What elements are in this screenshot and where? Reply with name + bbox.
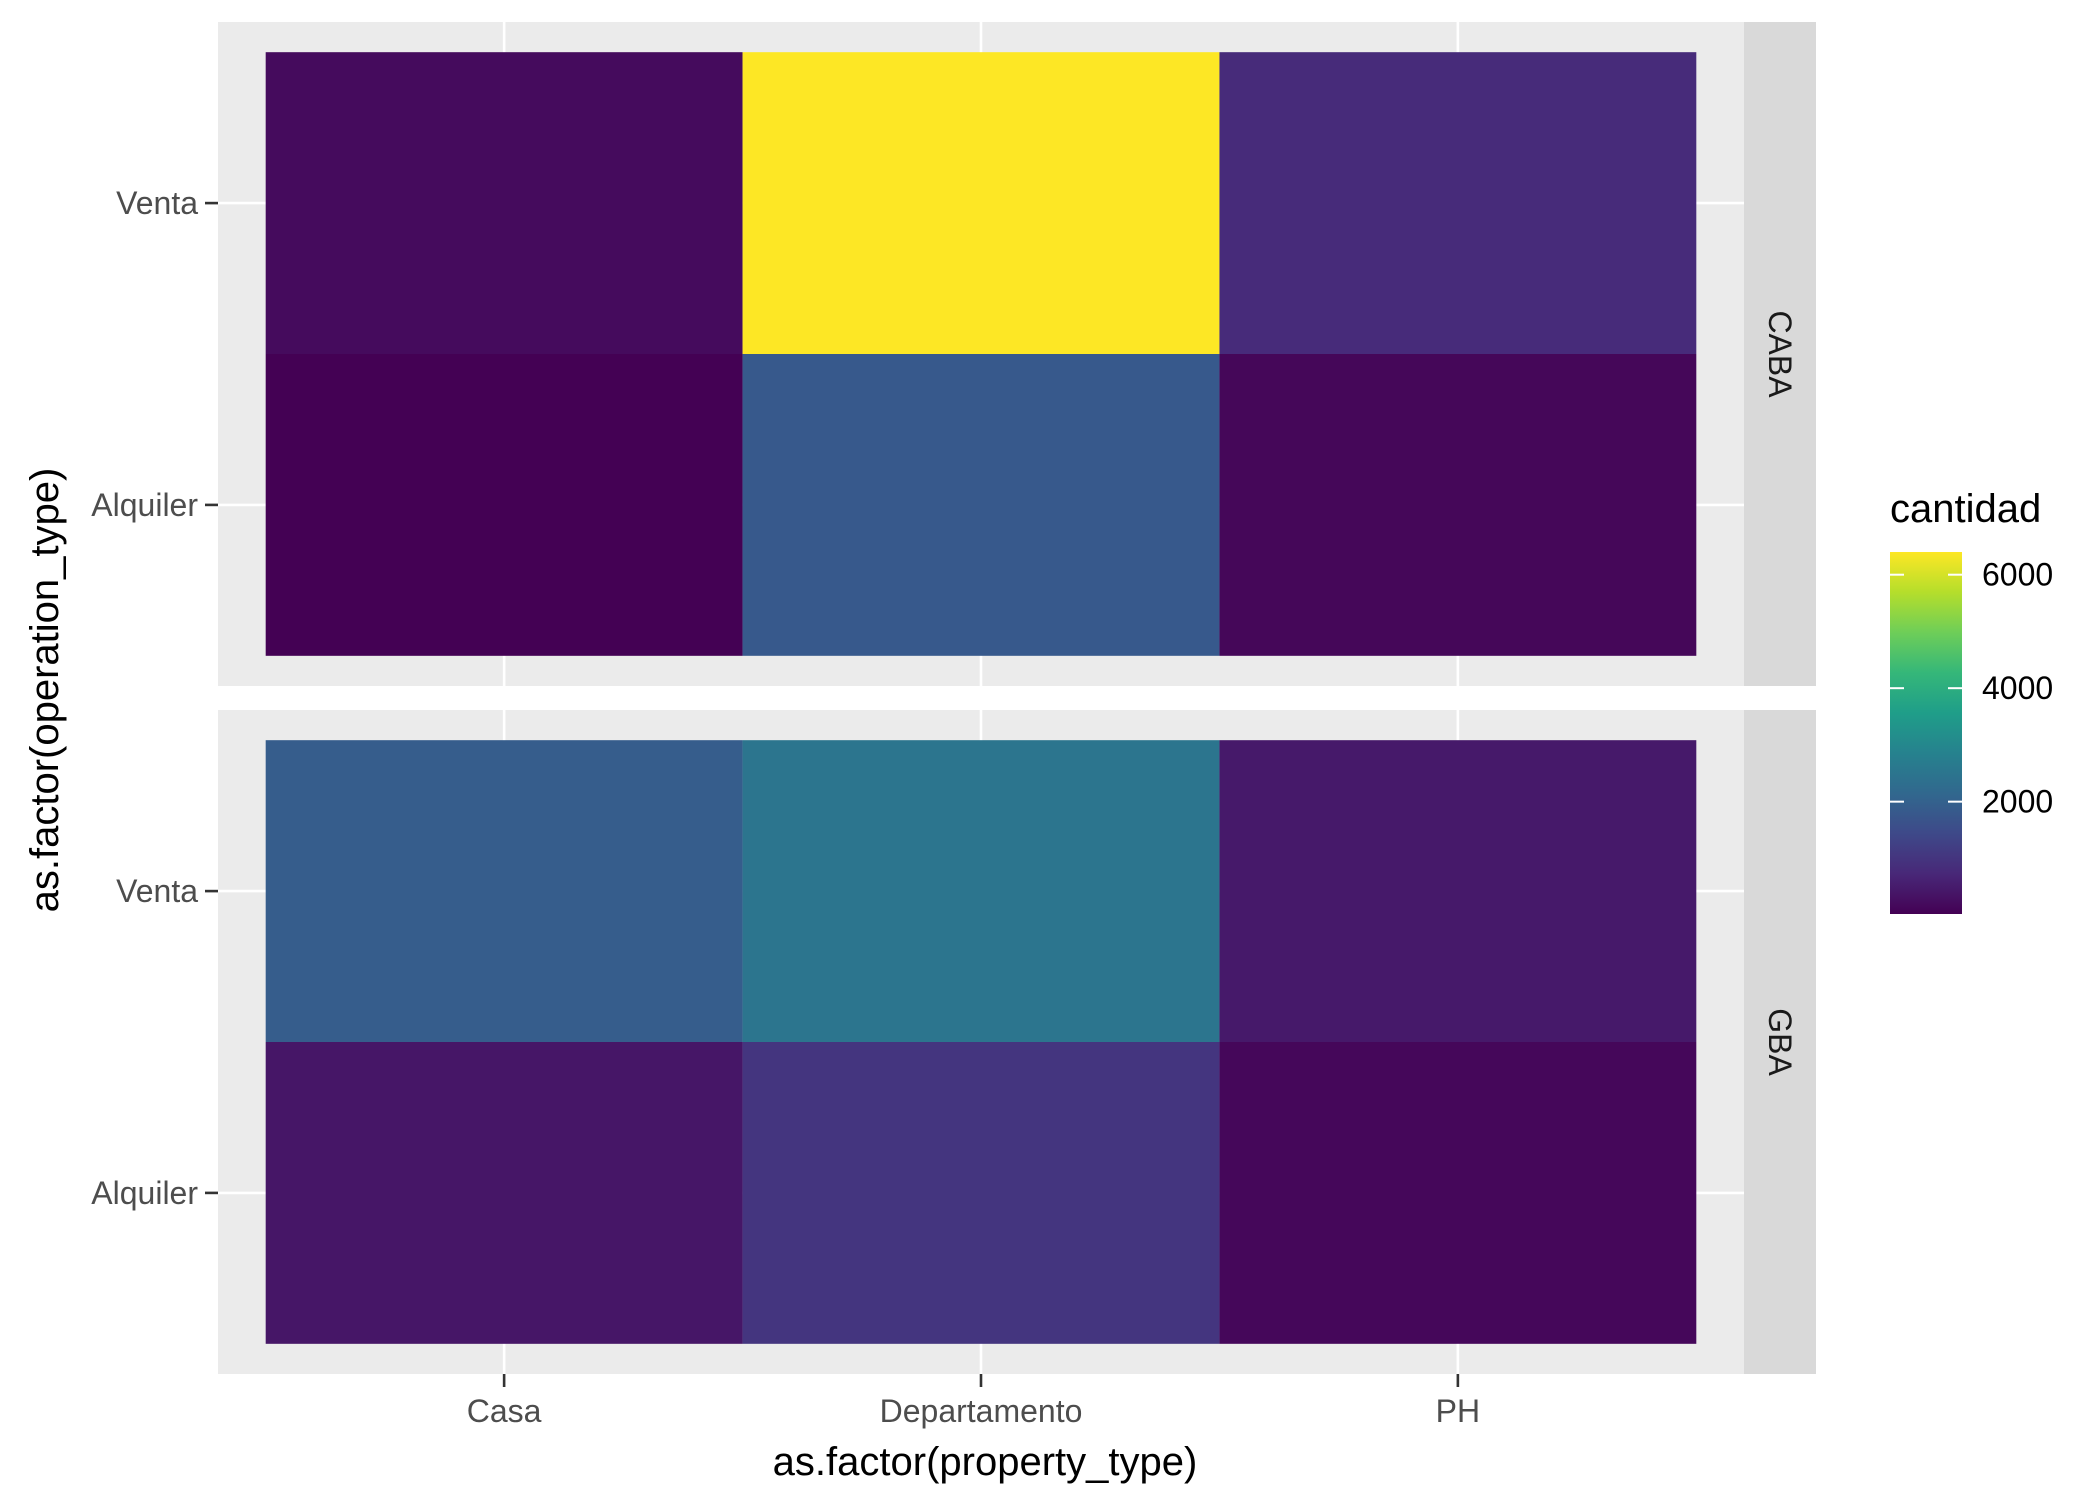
facet-panels: [218, 22, 1744, 1374]
x-axis: Casa Departamento PH: [467, 1374, 1480, 1429]
legend-tick-label: 2000: [1982, 784, 2053, 820]
facet-strips: CABA GBA: [1744, 22, 1816, 1374]
heatmap-cell-caba-departamento-venta: [742, 52, 1220, 354]
heatmap-cell-caba-ph-alquiler: [1219, 354, 1697, 656]
heatmap-cell-gba-casa-alquiler: [265, 1042, 743, 1344]
y-tick-label: Alquiler: [91, 1175, 198, 1211]
strip-label: GBA: [1762, 1008, 1798, 1076]
x-tick-label: PH: [1436, 1393, 1480, 1429]
heatmap-cell-caba-casa-alquiler: [265, 354, 743, 656]
facet-panel-caba: [218, 22, 1744, 686]
y-axis-title: as.factor(operation_type): [23, 468, 67, 913]
heatmap-cell-gba-casa-venta: [265, 740, 743, 1042]
legend-tick-label: 6000: [1982, 557, 2053, 593]
strip-background: [1744, 22, 1816, 686]
heatmap-cell-gba-ph-venta: [1219, 740, 1697, 1042]
legend-tick-label: 4000: [1982, 670, 2053, 706]
strip-background: [1744, 710, 1816, 1374]
heatmap-cell-gba-ph-alquiler: [1219, 1042, 1697, 1344]
heatmap-cell-caba-departamento-alquiler: [742, 354, 1220, 656]
color-legend: cantidad 2000 4000 6000: [1890, 487, 2053, 914]
facet-panel-gba: [218, 710, 1744, 1374]
y-tick-label: Alquiler: [91, 487, 198, 523]
heatmap-cell-caba-ph-venta: [1219, 52, 1697, 354]
legend-colorbar: [1890, 552, 1962, 914]
y-tick-label: Venta: [116, 873, 198, 909]
legend-title: cantidad: [1890, 487, 2041, 531]
heatmap-cell-gba-departamento-venta: [742, 740, 1220, 1042]
y-axis: Alquiler Venta Alquiler Venta: [91, 185, 218, 1211]
facet-strip-caba: CABA: [1744, 22, 1816, 686]
strip-label: CABA: [1762, 310, 1798, 398]
y-tick-label: Venta: [116, 185, 198, 221]
facet-strip-gba: GBA: [1744, 710, 1816, 1374]
heatmap-cell-gba-departamento-alquiler: [742, 1042, 1220, 1344]
x-axis-title: as.factor(property_type): [773, 1440, 1198, 1484]
heatmap-cell-caba-casa-venta: [265, 52, 743, 354]
x-tick-label: Casa: [467, 1393, 542, 1429]
x-tick-label: Departamento: [880, 1393, 1083, 1429]
legend-ticks: 2000 4000 6000: [1890, 557, 2053, 820]
